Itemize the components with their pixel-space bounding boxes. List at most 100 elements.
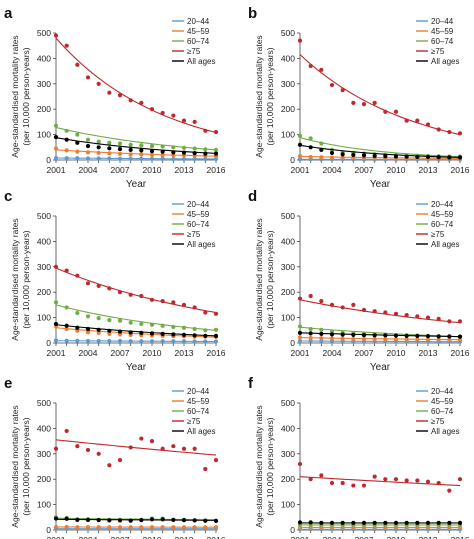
data-point — [319, 141, 324, 146]
data-point — [213, 129, 219, 135]
data-point — [447, 129, 452, 135]
data-point — [319, 298, 324, 304]
data-point — [85, 75, 91, 80]
data-point — [383, 109, 388, 114]
data-point — [351, 302, 356, 307]
data-point — [192, 156, 197, 162]
data-point — [213, 339, 219, 344]
y-tick-label: 300 — [37, 262, 51, 272]
data-point — [149, 322, 155, 327]
trend-line-≥75 — [55, 267, 217, 314]
data-point — [297, 520, 303, 525]
trend-line-All ages — [299, 332, 461, 338]
data-point — [447, 155, 452, 160]
x-tick-label: 2016 — [451, 348, 470, 358]
data-point — [171, 444, 176, 449]
data-point — [457, 337, 463, 342]
y-tick-label: 400 — [281, 423, 295, 433]
data-point — [128, 320, 133, 325]
data-point — [415, 154, 420, 160]
x-tick-label: 2004 — [323, 348, 342, 358]
data-point — [117, 146, 123, 152]
y-axis-label: Age-standardised mortality rates(per 10,… — [254, 405, 275, 527]
data-point — [96, 316, 101, 321]
y-tick-label: 400 — [281, 236, 295, 246]
data-point — [393, 109, 399, 114]
legend-label: 45–59 — [431, 210, 454, 219]
data-point — [75, 328, 80, 333]
y-tick-label: 0 — [290, 338, 295, 348]
y-tick-label: 300 — [281, 79, 295, 89]
data-point — [75, 525, 80, 530]
data-point — [297, 296, 303, 301]
legend-label: All ages — [187, 427, 215, 436]
data-point — [329, 480, 335, 486]
data-point — [308, 154, 313, 160]
data-point — [96, 145, 101, 150]
data-point — [213, 458, 219, 463]
data-point — [415, 118, 420, 123]
data-point — [64, 428, 69, 434]
x-tick-label: 2004 — [79, 348, 98, 358]
data-point — [351, 336, 356, 342]
data-point — [64, 516, 69, 521]
y-axis-label: Age-standardised mortality rates(per 10,… — [254, 35, 275, 157]
data-point — [203, 128, 208, 133]
data-point — [107, 463, 112, 468]
y-axis-label: Age-standardised mortality rates(per 10,… — [10, 405, 31, 527]
data-point — [64, 305, 69, 310]
data-point — [53, 155, 59, 161]
data-point — [425, 154, 431, 160]
data-point — [372, 153, 377, 159]
data-point — [96, 156, 101, 161]
data-point — [404, 118, 409, 123]
trend-line-20–44 — [55, 340, 217, 343]
trend-line-≥75 — [299, 299, 461, 324]
data-point — [53, 338, 59, 343]
panel-letter: a — [4, 5, 13, 22]
data-point — [96, 517, 101, 523]
data-point — [308, 63, 313, 69]
data-point — [171, 300, 176, 305]
legend-label: 45–59 — [431, 27, 454, 36]
data-point — [128, 147, 133, 152]
data-point — [361, 336, 367, 342]
data-point — [128, 292, 133, 297]
data-point — [192, 305, 197, 310]
data-point — [425, 334, 431, 339]
data-point — [64, 323, 69, 328]
data-point — [192, 339, 197, 344]
x-tick-label: 2013 — [419, 348, 438, 358]
data-point — [372, 309, 377, 314]
data-point — [404, 333, 409, 338]
data-point — [160, 144, 165, 149]
data-point — [117, 290, 123, 295]
data-point — [53, 146, 59, 151]
data-point — [171, 324, 176, 330]
data-point — [340, 88, 345, 93]
y-tick-label: 200 — [37, 104, 51, 114]
data-point — [415, 520, 420, 525]
trend-line-≥75 — [55, 439, 217, 456]
legend-label: 60–74 — [187, 220, 210, 229]
data-point — [160, 525, 165, 530]
y-tick-label: 100 — [37, 500, 51, 510]
data-point — [128, 445, 133, 450]
x-tick-label: 2001 — [47, 165, 66, 175]
x-tick-label: 2007 — [111, 165, 130, 175]
data-point — [171, 525, 176, 530]
data-point — [85, 525, 91, 530]
data-point — [415, 333, 420, 338]
y-tick-label: 400 — [37, 236, 51, 246]
data-point — [319, 331, 324, 336]
data-point — [192, 333, 197, 338]
panel-letter: c — [4, 188, 12, 205]
trend-line-≥75 — [299, 476, 461, 487]
data-point — [139, 293, 144, 299]
data-point — [149, 297, 155, 302]
panel-letter: b — [248, 5, 257, 22]
data-point — [75, 517, 80, 522]
legend-label: ≥75 — [431, 47, 445, 56]
data-point — [361, 483, 367, 488]
x-axis-label: Year — [370, 179, 391, 190]
